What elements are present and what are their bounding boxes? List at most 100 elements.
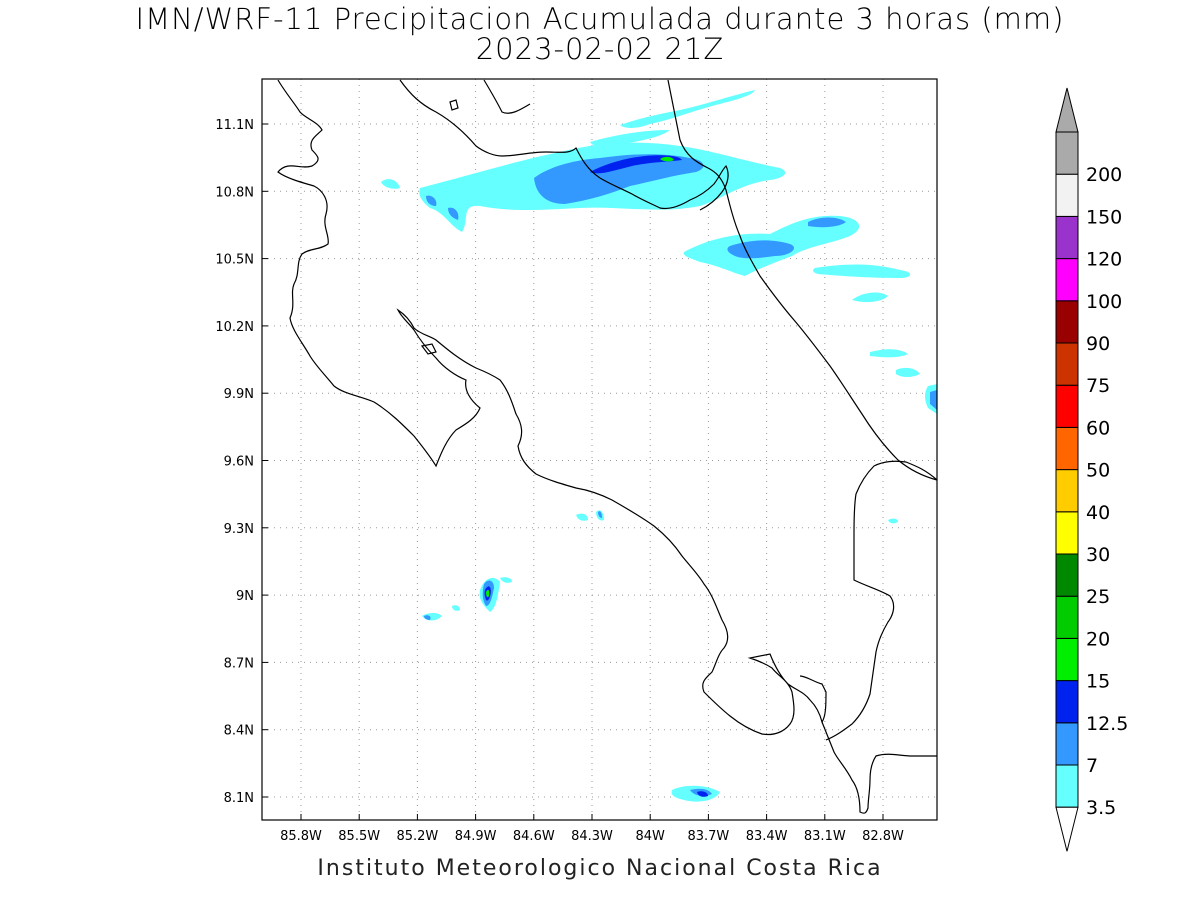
lon-tick-label: 84.6W [513, 829, 555, 844]
precipitation-field [381, 90, 937, 802]
coastlines-and-borders [277, 79, 938, 814]
medium-precip-ne-2 [808, 217, 846, 228]
colorbar-swatch [1055, 300, 1079, 344]
caribbean-coast [667, 79, 938, 481]
lat-tick-label: 9N [236, 589, 254, 604]
heavy-precip-core [590, 155, 682, 174]
colorbar-label: 30 [1086, 544, 1110, 566]
colorbar-label: 20 [1086, 628, 1110, 650]
colorbar-swatch [1055, 426, 1079, 471]
colorbar-label: 150 [1086, 206, 1122, 228]
colorbar-label: 25 [1086, 586, 1110, 608]
intense-precip-south [486, 589, 490, 598]
intense-precip-north [660, 156, 674, 162]
lon-tick-label: 84W [635, 829, 665, 844]
medium-precip-nw-2 [448, 207, 459, 220]
lat-tick-label: 10.5N [215, 253, 254, 268]
lat-tick-label: 8.1N [224, 791, 254, 806]
lon-tick-label: 83.4W [746, 829, 788, 844]
precip-area-caribbean-4 [896, 367, 920, 377]
lon-tick-label: 85.5W [338, 829, 380, 844]
map-title: IMN/WRF-11 Precipitacion Acumulada duran… [135, 2, 1065, 36]
colorbar-swatch [1055, 722, 1079, 766]
colorbar-swatch [1055, 680, 1079, 724]
heavy-precip-areas [484, 155, 708, 797]
colorbar-under-arrow [1055, 806, 1079, 852]
lon-tick-label: 82.8W [862, 829, 904, 844]
intense-precip-areas [486, 156, 674, 598]
colorbar-label: 90 [1086, 333, 1110, 355]
colorbar-swatch [1055, 637, 1079, 682]
colorbar-label: 50 [1086, 460, 1110, 482]
colorbar-swatch [1055, 342, 1079, 386]
medium-precip-core-north [534, 154, 704, 204]
lat-tick-label: 10.2N [215, 320, 254, 335]
nicaragua-lake-shore [399, 79, 601, 179]
colorbar-label: 75 [1086, 375, 1110, 397]
lon-tick-label: 85.2W [396, 829, 438, 844]
lon-tick-label: 83.7W [687, 829, 729, 844]
map-frame [261, 78, 938, 821]
colorbar-label: 40 [1086, 502, 1110, 524]
colorbar-label: 3.5 [1086, 797, 1116, 819]
panama-border [825, 460, 938, 741]
map-border [261, 78, 938, 821]
colorbar-swatch [1055, 173, 1079, 217]
lake-island-north [449, 99, 459, 111]
nicaragua-upper-coast [483, 79, 531, 114]
medium-precip-nw [426, 195, 437, 206]
colorbar-swatch [1055, 469, 1079, 513]
colorbar-swatch [1055, 764, 1079, 808]
precip-area-upper-2 [590, 130, 670, 147]
heavy-precip-south [697, 791, 708, 797]
lon-tick-label: 84.9W [455, 829, 497, 844]
colorbar-label: 60 [1086, 417, 1110, 439]
colorbar-swatch [1055, 258, 1079, 302]
colorbar-label: 100 [1086, 291, 1122, 313]
lat-tick-label: 8.4N [224, 724, 254, 739]
precip-area-upper [620, 90, 755, 128]
lat-tick-label: 9.3N [224, 522, 254, 537]
colorbar-swatch [1055, 384, 1079, 428]
colorbar-swatch [1055, 511, 1079, 555]
medium-precip-east-edge [930, 390, 937, 410]
precip-area-east-2 [888, 518, 898, 524]
precip-area-caribbean-1 [813, 264, 911, 278]
footer-credit: Instituto Meteorologico Nacional Costa R… [317, 856, 883, 881]
precip-area-caribbean-3 [870, 349, 908, 358]
colorbar-label: 7 [1086, 755, 1098, 777]
nicaragua-pacific-coast [277, 79, 827, 736]
medium-precip-south-2 [424, 615, 431, 620]
colorbar-label: 15 [1086, 671, 1110, 693]
costa-rica-pacific-south [821, 721, 937, 814]
colorbar-swatch [1055, 131, 1079, 175]
border-rio-san-juan [599, 164, 729, 211]
precip-area-south-3 [576, 513, 588, 521]
colorbar-label: 120 [1086, 249, 1122, 271]
lon-tick-label: 83.1W [804, 829, 846, 844]
lon-tick-label: 85.8W [280, 829, 322, 844]
colorbar-swatch [1055, 553, 1079, 597]
colorbar-swatch [1055, 595, 1079, 639]
colorbar-over-arrow [1055, 87, 1079, 133]
nicoya-island [420, 343, 437, 355]
medium-precip-south-4 [598, 511, 602, 518]
colorbar: 3.5 7 12.5 15 20 25 30 40 50 60 75 90 100 120 150 200 [1055, 87, 1128, 852]
light-precip-areas [381, 90, 937, 802]
colorbar-swatch [1055, 215, 1079, 260]
lat-tick-label: 11.1N [215, 118, 254, 133]
map-valid-time: 2023-02-02 21Z [475, 32, 725, 66]
lat-tick-label: 9.9N [224, 387, 254, 402]
precip-area-caribbean-2 [852, 292, 888, 303]
precip-area-south-6 [500, 577, 512, 583]
lon-tick-label: 84.3W [571, 829, 613, 844]
lat-tick-label: 8.7N [224, 656, 254, 671]
lat-tick-label: 10.8N [215, 185, 254, 200]
colorbar-label: 200 [1086, 164, 1122, 186]
axis-labels: 11.1N 10.8N 10.5N 10.2N 9.9N 9.6N 9.3N 9N 8.7N 8.… [215, 118, 904, 844]
precip-area-south-7 [452, 605, 460, 611]
colorbar-label: 12.5 [1086, 713, 1128, 735]
medium-precip-areas [424, 154, 937, 797]
lat-tick-label: 9.6N [224, 455, 254, 470]
